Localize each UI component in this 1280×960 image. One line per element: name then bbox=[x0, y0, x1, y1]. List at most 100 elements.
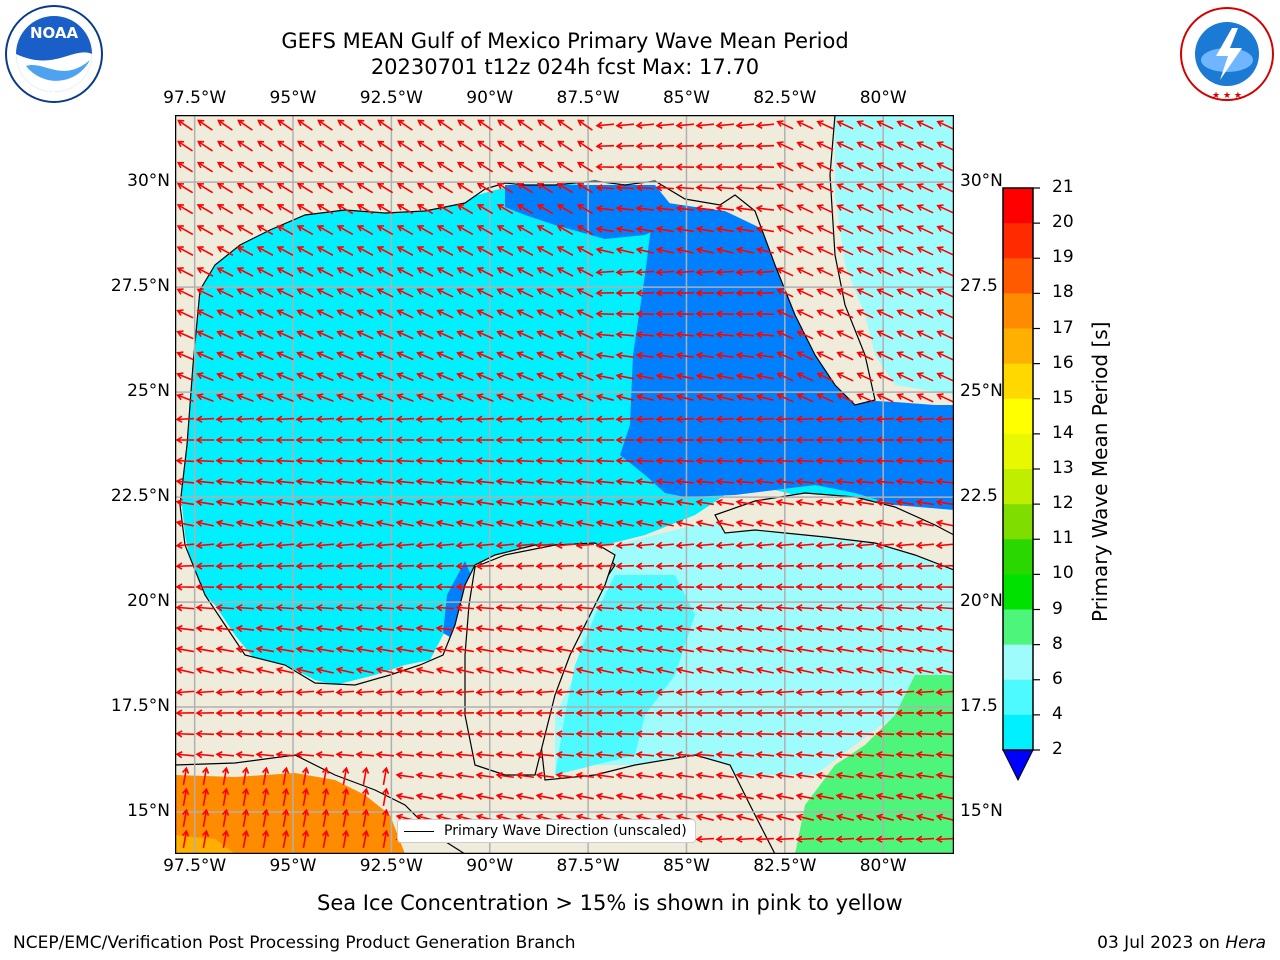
wave-arrow bbox=[875, 624, 895, 633]
wave-arrow bbox=[337, 140, 353, 152]
wave-arrow bbox=[895, 813, 914, 821]
wave-arrow bbox=[735, 666, 754, 674]
wave-arrow bbox=[895, 477, 915, 486]
wave-arrow bbox=[856, 309, 874, 319]
wave-arrow bbox=[875, 541, 895, 549]
caribbean-mid bbox=[555, 575, 695, 775]
wave-arrow bbox=[915, 457, 935, 465]
wave-arrow bbox=[235, 562, 255, 570]
wave-arrow bbox=[496, 204, 514, 215]
wave-arrow bbox=[315, 624, 335, 633]
colorbar-segment bbox=[1003, 714, 1033, 751]
wave-arrow bbox=[776, 267, 794, 277]
wave-arrow bbox=[595, 331, 615, 339]
wave-arrow bbox=[315, 709, 335, 717]
wave-arrow bbox=[276, 288, 294, 298]
wave-arrow bbox=[875, 604, 895, 612]
wave-arrow bbox=[635, 771, 655, 780]
wave-arrow bbox=[795, 457, 815, 465]
wave-arrow bbox=[555, 792, 574, 800]
wave-arrow bbox=[175, 604, 195, 612]
wave-arrow bbox=[535, 498, 555, 507]
wave-arrow bbox=[376, 204, 394, 215]
wave-arrow bbox=[715, 393, 734, 401]
wave-arrow bbox=[496, 393, 514, 402]
wave-arrow bbox=[595, 792, 614, 800]
wave-arrow bbox=[536, 267, 554, 277]
wave-arrow bbox=[795, 645, 815, 654]
wave-arrow bbox=[615, 624, 635, 633]
wave-arrow bbox=[435, 498, 455, 507]
wave-arrow bbox=[695, 498, 715, 507]
wave-arrow bbox=[356, 246, 374, 256]
wave-arrow bbox=[755, 666, 774, 674]
wave-arrow bbox=[775, 771, 795, 780]
wave-arrow bbox=[936, 162, 954, 172]
wave-arrow bbox=[395, 457, 415, 465]
wave-arrow bbox=[896, 267, 914, 277]
wave-arrow bbox=[915, 477, 935, 486]
wave-arrow bbox=[755, 163, 775, 171]
wave-arrow bbox=[235, 519, 254, 527]
wave-arrow bbox=[735, 289, 755, 297]
wave-arrow bbox=[315, 688, 335, 696]
wave-arrow bbox=[595, 477, 615, 486]
wave-arrow bbox=[916, 351, 934, 361]
wave-arrow bbox=[295, 604, 315, 612]
wave-arrow bbox=[695, 121, 715, 129]
wave-arrow bbox=[556, 267, 574, 277]
wave-arrow bbox=[816, 393, 834, 403]
wave-arrow bbox=[355, 415, 375, 423]
wave-arrow bbox=[575, 709, 595, 717]
wave-arrow bbox=[675, 771, 695, 780]
wave-arrow bbox=[215, 415, 235, 423]
wave-arrow bbox=[876, 372, 894, 382]
noaa-logo: NOAA bbox=[5, 5, 103, 103]
wave-arrow bbox=[276, 393, 294, 402]
wave-arrow bbox=[515, 477, 535, 486]
wave-arrow bbox=[277, 119, 293, 131]
wave-arrow bbox=[235, 436, 254, 444]
wave-arrow bbox=[536, 183, 554, 194]
wave-arrow bbox=[577, 119, 593, 131]
wave-arrow bbox=[175, 645, 195, 654]
wave-arrow bbox=[856, 141, 874, 151]
wave-arrow bbox=[755, 519, 774, 527]
wave-arrow bbox=[755, 498, 775, 507]
wave-arrow bbox=[415, 666, 434, 674]
wave-arrow bbox=[356, 161, 374, 173]
wave-arrow bbox=[655, 142, 675, 150]
wave-arrow bbox=[835, 624, 855, 633]
wave-arrow bbox=[895, 792, 914, 800]
wave-arrow bbox=[715, 310, 735, 318]
wave-arrow bbox=[935, 519, 954, 527]
wave-arrow bbox=[655, 246, 674, 254]
wave-arrow bbox=[856, 288, 874, 298]
wave-arrow bbox=[216, 225, 234, 236]
wave-arrow bbox=[397, 140, 413, 152]
wave-arrow bbox=[176, 183, 194, 194]
wave-arrow bbox=[515, 498, 535, 507]
wave-arrow bbox=[775, 583, 795, 591]
wave-arrow bbox=[875, 751, 895, 759]
wave-arrow bbox=[795, 792, 814, 800]
wave-arrow bbox=[295, 415, 315, 423]
wave-arrow bbox=[335, 436, 354, 444]
wave-arrow bbox=[235, 666, 254, 674]
colorbar-tick-label: 11 bbox=[1052, 528, 1074, 549]
wave-arrow bbox=[535, 415, 555, 423]
wave-arrow bbox=[815, 709, 835, 717]
wave-arrow bbox=[235, 709, 255, 717]
wave-arrow bbox=[575, 730, 595, 738]
colorbar-segment bbox=[1003, 258, 1033, 294]
wave-arrow bbox=[855, 771, 875, 780]
lat-tick-right: 15°N bbox=[960, 801, 1003, 821]
wave-arrow bbox=[355, 477, 375, 486]
wave-arrow bbox=[555, 583, 575, 591]
wave-arrow bbox=[475, 645, 495, 654]
wave-arrow bbox=[935, 730, 954, 738]
wave-arrow bbox=[397, 119, 413, 131]
wave-arrow bbox=[515, 666, 534, 674]
wave-arrow bbox=[275, 436, 294, 444]
wave-arrow bbox=[615, 688, 635, 696]
